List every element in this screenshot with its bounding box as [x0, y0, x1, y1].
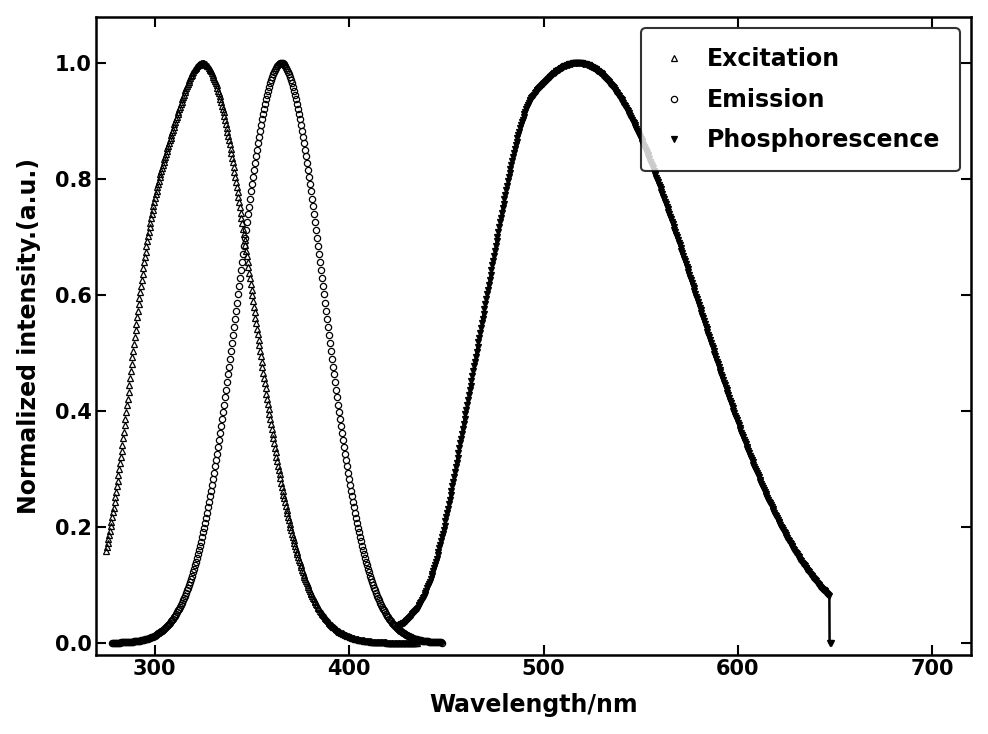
Line: Emission: Emission: [109, 60, 446, 646]
Emission: [276, 59, 288, 68]
Emission: [389, 622, 401, 631]
Excitation: [411, 639, 423, 647]
Phosphorescence: [571, 59, 583, 68]
Phosphorescence: [601, 75, 613, 84]
Emission: [106, 639, 118, 647]
Excitation: [296, 565, 308, 574]
Line: Phosphorescence: Phosphorescence: [394, 60, 834, 646]
Phosphorescence: [392, 622, 404, 631]
Phosphorescence: [824, 639, 836, 647]
Excitation: [224, 139, 236, 148]
Phosphorescence: [627, 117, 639, 126]
Excitation: [137, 264, 149, 272]
Y-axis label: Normalized intensity.(a.u.): Normalized intensity.(a.u.): [17, 158, 41, 514]
Emission: [232, 290, 244, 299]
Phosphorescence: [815, 584, 827, 592]
Excitation: [327, 622, 339, 631]
Emission: [290, 95, 302, 103]
Phosphorescence: [825, 639, 837, 647]
Phosphorescence: [650, 173, 662, 182]
Excitation: [406, 639, 418, 647]
Emission: [321, 314, 333, 323]
Excitation: [100, 546, 112, 555]
Phosphorescence: [748, 460, 760, 469]
Excitation: [197, 59, 208, 68]
Excitation: [202, 62, 213, 71]
Phosphorescence: [599, 73, 611, 81]
Legend: Excitation, Emission, Phosphorescence: Excitation, Emission, Phosphorescence: [641, 29, 959, 171]
Emission: [175, 603, 187, 611]
Emission: [301, 159, 313, 167]
Emission: [437, 638, 449, 647]
Line: Excitation: Excitation: [103, 60, 420, 646]
X-axis label: Wavelength/nm: Wavelength/nm: [430, 694, 638, 717]
Excitation: [325, 620, 337, 629]
